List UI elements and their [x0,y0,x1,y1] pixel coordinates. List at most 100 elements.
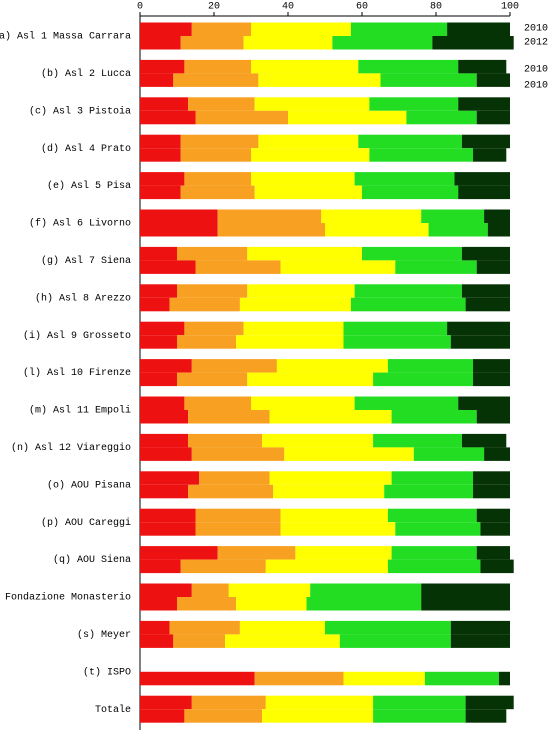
bar-segment [358,59,459,74]
bar-segment [461,134,510,149]
bar-segment [265,559,388,574]
bar-segment [140,372,177,387]
bar-segment [406,110,477,125]
year-label: 2012 [524,38,548,49]
bar-segment [325,620,451,635]
category-label: (p) AOU Careggi [41,517,131,529]
bar-segment [251,396,355,410]
category-label: (m) Asl 11 Empoli [29,405,131,417]
bar-segment [424,671,499,686]
bar-segment [177,284,248,298]
bar-segment [484,447,510,461]
bar-segment [321,209,422,223]
bar-segment [140,36,181,50]
bar-segment [258,73,381,87]
bar-segment [140,433,189,448]
bar-segment [276,359,388,373]
bar-segment [447,321,510,336]
bar-segment [391,471,473,485]
bar-segment [191,22,251,36]
bar-segment [140,471,200,485]
x-tick-label: 20 [208,2,220,13]
x-tick-label: 80 [430,2,442,13]
bar-segment [391,546,477,560]
bar-segment [140,73,174,87]
bar-segment [450,634,510,648]
bar-segment [239,620,325,635]
bar-segment [184,59,251,74]
year-label: 2010 [524,65,548,76]
bar-segment [310,583,422,597]
bar-segment [180,148,251,162]
bar-segment [413,447,485,461]
bar-segment [265,695,374,710]
bar-segment [173,634,226,648]
category-label: (o) AOU Pisana [47,479,131,491]
bar-segment [373,709,466,723]
bar-segment [140,260,196,274]
bar-segment [461,284,510,298]
bar-segment [476,546,510,560]
bar-segment [273,484,385,499]
bar-segment [140,695,192,710]
bar-segment [228,583,311,597]
x-tick-label: 40 [282,2,294,13]
bar-segment [247,284,355,298]
bar-segment [373,433,462,448]
bar-segment [369,148,473,162]
category-label: (i) Asl 9 Grosseto [23,330,131,342]
bar-segment [140,97,189,111]
bar-segment [217,223,325,237]
bar-segment [169,297,240,312]
bar-segment [373,695,466,710]
bar-segment [140,484,189,499]
bar-segment [362,185,459,200]
bar-segment [247,246,362,261]
bar-segment [473,372,510,387]
bar-segment [258,134,359,149]
bar-segment [458,396,510,410]
x-tick-label: 100 [501,2,519,13]
bar-segment [284,447,414,461]
bar-segment [247,372,374,387]
bar-segment [191,583,229,597]
bar-segment [140,284,177,298]
bar-segment [343,335,451,349]
x-tick-label: 60 [356,2,368,13]
bar-segment [177,597,237,611]
bar-segment [476,110,510,125]
bar-segment [476,260,510,274]
bar-segment [236,335,344,349]
bar-segment [140,148,181,162]
bar-segment [343,321,448,336]
bar-segment [339,634,451,648]
bar-segment [184,709,263,723]
bar-segment [140,396,185,410]
bar-segment [239,297,351,312]
bar-segment [180,36,244,50]
bar-segment [354,284,462,298]
bar-segment [140,709,185,723]
bar-segment [169,620,240,635]
bar-segment [354,396,459,410]
category-label: (d) Asl 4 Prato [41,143,131,155]
bar-segment [262,709,374,723]
bar-segment [254,671,344,686]
category-label: (s) Meyer [77,629,131,641]
category-label: (h) Asl 8 Arezzo [35,292,131,304]
bar-segment [195,508,281,523]
bar-segment [354,172,455,186]
bar-segment [343,671,425,686]
bar-segment [428,223,488,237]
bar-segment [421,597,510,611]
bar-segment [487,223,510,237]
bar-segment [173,73,259,87]
bar-segment [395,260,477,274]
bar-segment [140,134,181,149]
bar-segment [432,36,514,50]
bar-segment [180,559,266,574]
bar-segment [387,559,481,574]
bar-segment [217,209,322,223]
bar-segment [262,433,374,448]
bar-segment [184,321,244,336]
